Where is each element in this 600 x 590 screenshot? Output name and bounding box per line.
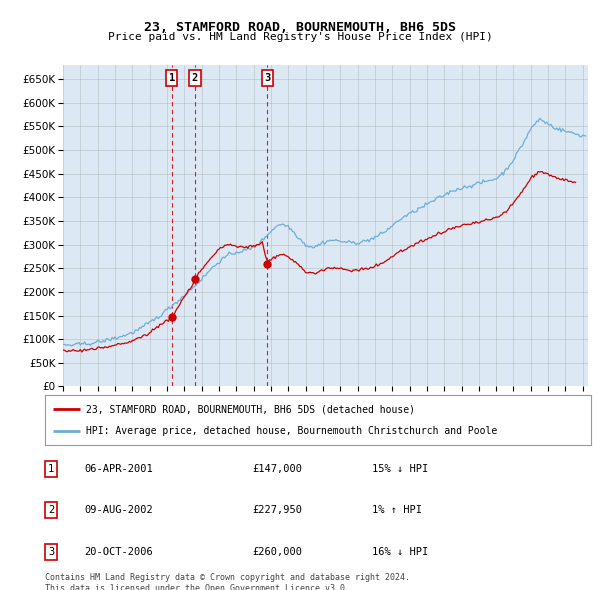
Text: 1: 1 (169, 73, 175, 83)
Text: Price paid vs. HM Land Registry's House Price Index (HPI): Price paid vs. HM Land Registry's House … (107, 32, 493, 42)
Text: 3: 3 (48, 547, 54, 556)
Text: 06-APR-2001: 06-APR-2001 (84, 464, 153, 474)
Text: 3: 3 (264, 73, 271, 83)
Text: 23, STAMFORD ROAD, BOURNEMOUTH, BH6 5DS: 23, STAMFORD ROAD, BOURNEMOUTH, BH6 5DS (144, 21, 456, 34)
Text: 23, STAMFORD ROAD, BOURNEMOUTH, BH6 5DS (detached house): 23, STAMFORD ROAD, BOURNEMOUTH, BH6 5DS … (86, 404, 415, 414)
Text: 09-AUG-2002: 09-AUG-2002 (84, 506, 153, 515)
Text: HPI: Average price, detached house, Bournemouth Christchurch and Poole: HPI: Average price, detached house, Bour… (86, 427, 497, 437)
Text: £227,950: £227,950 (252, 506, 302, 515)
Text: £260,000: £260,000 (252, 547, 302, 556)
Text: 15% ↓ HPI: 15% ↓ HPI (372, 464, 428, 474)
Text: Contains HM Land Registry data © Crown copyright and database right 2024.
This d: Contains HM Land Registry data © Crown c… (45, 573, 410, 590)
Text: 2: 2 (192, 73, 198, 83)
Text: 16% ↓ HPI: 16% ↓ HPI (372, 547, 428, 556)
Text: 20-OCT-2006: 20-OCT-2006 (84, 547, 153, 556)
Text: 1% ↑ HPI: 1% ↑ HPI (372, 506, 422, 515)
Text: £147,000: £147,000 (252, 464, 302, 474)
Text: 2: 2 (48, 506, 54, 515)
Text: 1: 1 (48, 464, 54, 474)
